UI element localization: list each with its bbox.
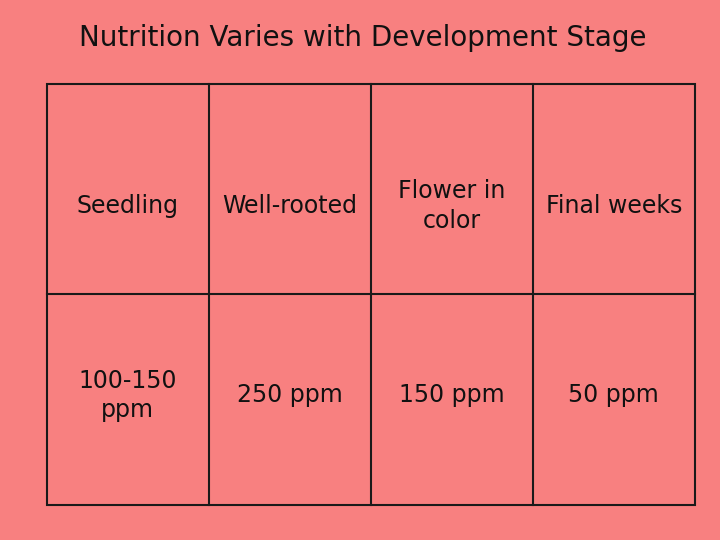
Text: Flower in
color: Flower in color	[398, 179, 505, 233]
Text: 50 ppm: 50 ppm	[568, 383, 660, 407]
Text: 250 ppm: 250 ppm	[237, 383, 343, 407]
Bar	[47, 84, 695, 505]
Text: 100-150
ppm: 100-150 ppm	[78, 368, 177, 422]
Text: Well-rooted: Well-rooted	[222, 194, 357, 218]
Text: 150 ppm: 150 ppm	[399, 383, 505, 407]
Text: Nutrition Varies with Development Stage: Nutrition Varies with Development Stage	[79, 24, 647, 52]
Text: Seedling: Seedling	[77, 194, 179, 218]
Text: Final weeks: Final weeks	[546, 194, 682, 218]
